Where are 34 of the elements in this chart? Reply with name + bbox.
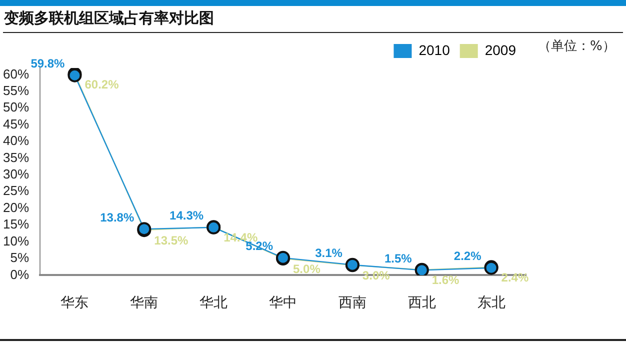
data-label: 1.6%: [432, 273, 460, 288]
y-tick-label: 50%: [2, 100, 30, 115]
x-tick-label: 华北: [200, 295, 228, 312]
data-label: 59.8%: [30, 56, 66, 71]
y-tick-label: 10%: [2, 233, 30, 248]
y-tick-label: 40%: [2, 133, 30, 148]
data-label: 13.8%: [100, 210, 134, 224]
y-tick-label: 30%: [2, 166, 30, 182]
data-label: 14.3%: [170, 208, 204, 223]
y-tick-label: 5%: [10, 250, 30, 266]
x-tick-label: 华东: [60, 295, 89, 312]
y-tick-label: 15%: [2, 216, 30, 232]
data-label: 60.2%: [84, 77, 120, 92]
x-tick-label: 华南: [130, 295, 158, 312]
data-label: 3.1%: [315, 246, 343, 260]
y-tick-label: 35%: [2, 150, 30, 165]
x-tick-label: 西南: [338, 295, 366, 312]
chart-title: 变频多联机组区域占有率对比图: [4, 9, 214, 28]
data-label: 2.2%: [454, 249, 482, 264]
y-tick-label: 0%: [10, 266, 30, 282]
x-tick-label: 华中: [269, 295, 298, 312]
x-tick-label: 东北: [477, 295, 506, 312]
data-label: 1.5%: [384, 252, 412, 266]
y-tick-label: 55%: [2, 82, 30, 98]
legend-label: 2009: [484, 42, 516, 58]
y-tick-label: 20%: [2, 200, 30, 215]
data-label: 13.5%: [154, 233, 189, 248]
data-label: 5.0%: [293, 262, 321, 276]
y-tick-label: 45%: [2, 116, 30, 132]
text: （单位：%）: [538, 38, 616, 55]
y-tick-label: 25%: [2, 183, 30, 198]
y-tick-label: 60%: [2, 66, 30, 82]
x-tick-label: 西北: [408, 295, 436, 312]
legend-label: 2010: [418, 42, 450, 58]
